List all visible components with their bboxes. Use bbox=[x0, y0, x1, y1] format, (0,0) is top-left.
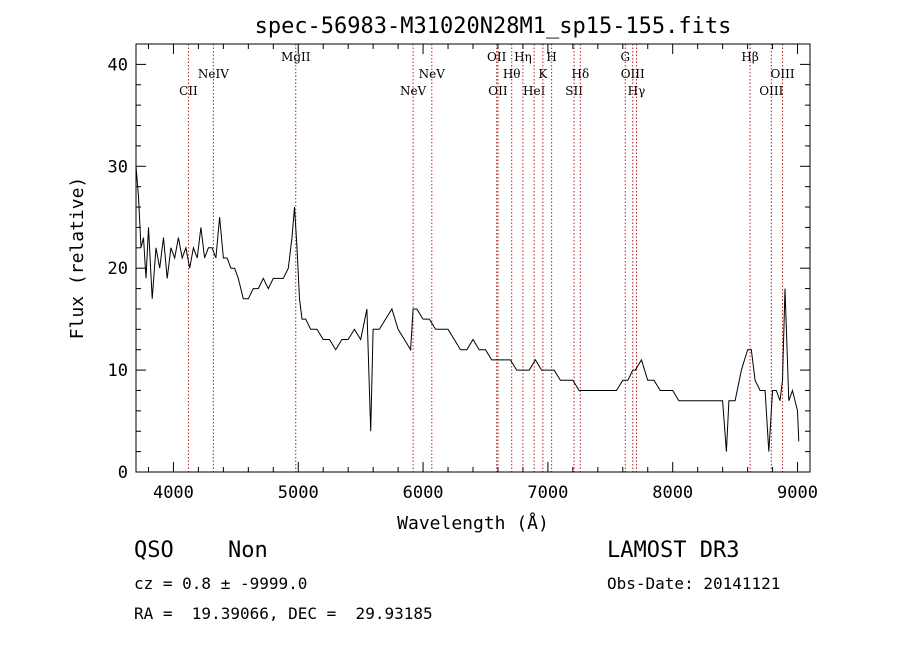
line-label: OIII bbox=[759, 84, 783, 98]
line-label: OII bbox=[487, 50, 507, 64]
chart-title: spec-56983-M31020N28M1_sp15-155.fits bbox=[255, 14, 732, 39]
line-label: MgII bbox=[281, 50, 311, 64]
y-tick-label: 20 bbox=[108, 259, 128, 279]
y-axis-label: Flux (relative) bbox=[67, 177, 88, 340]
line-label: OII bbox=[488, 84, 508, 98]
y-tick-label: 0 bbox=[118, 463, 128, 483]
plot-frame bbox=[135, 43, 811, 473]
line-label: OIII bbox=[771, 67, 795, 81]
coordinates-text: RA = 19.39066, DEC = 29.93185 bbox=[134, 604, 433, 623]
line-label: HeI bbox=[523, 84, 546, 98]
line-label: G bbox=[620, 50, 630, 64]
object-subclass: Non bbox=[228, 538, 268, 563]
spectrum-series bbox=[135, 166, 800, 452]
y-tick-label: 10 bbox=[108, 361, 128, 381]
line-label: H bbox=[546, 50, 556, 64]
obs-date-text: Obs-Date: 20141121 bbox=[607, 574, 781, 593]
line-label: SII bbox=[565, 84, 583, 98]
y-tick-label: 30 bbox=[108, 157, 128, 177]
line-label: Hθ bbox=[503, 67, 521, 81]
line-label: Hγ bbox=[628, 84, 646, 98]
line-label: Hβ bbox=[741, 50, 758, 64]
x-tick-label: 8000 bbox=[652, 483, 693, 503]
x-tick-label: 9000 bbox=[777, 483, 818, 503]
line-label: OIII bbox=[621, 67, 645, 81]
x-tick-label: 6000 bbox=[403, 483, 444, 503]
object-class: QSO bbox=[134, 538, 174, 563]
line-label: Hη bbox=[514, 50, 532, 64]
survey-label: LAMOST DR3 bbox=[607, 538, 740, 563]
line-label: K bbox=[538, 67, 548, 81]
x-axis-label: Wavelength (Å) bbox=[397, 512, 549, 534]
y-tick-label: 40 bbox=[108, 55, 128, 75]
line-label: NeV bbox=[419, 67, 446, 81]
line-label: NeV bbox=[400, 84, 427, 98]
x-tick-label: 4000 bbox=[153, 483, 194, 503]
x-tick-label: 5000 bbox=[278, 483, 319, 503]
redshift-text: cz = 0.8 ± -9999.0 bbox=[134, 574, 308, 593]
line-label: Hδ bbox=[571, 67, 589, 81]
x-tick-label: 7000 bbox=[527, 483, 568, 503]
line-label: CII bbox=[179, 84, 198, 98]
line-label: NeIV bbox=[198, 67, 229, 81]
